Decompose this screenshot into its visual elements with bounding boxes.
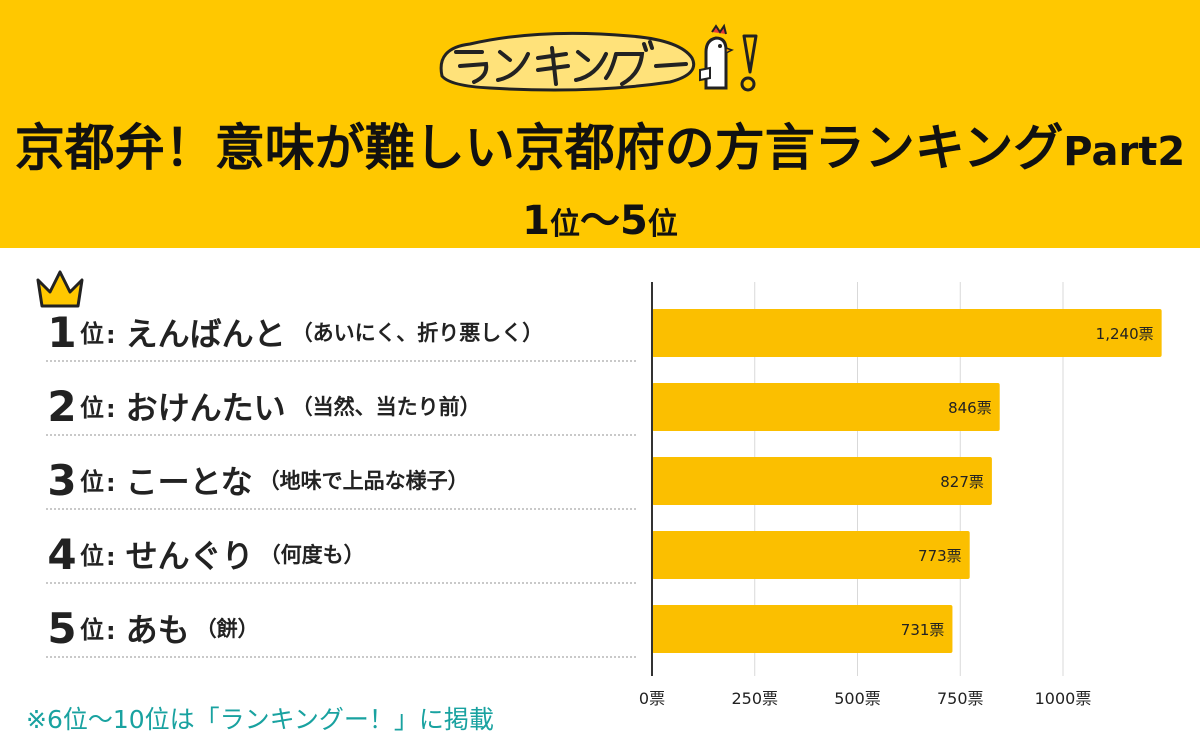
ranking-row-5: 5 位 : あも （餅） <box>46 600 636 658</box>
logo-graphic <box>439 23 758 92</box>
ranking-row-1: 1 位 : えんばんと （あいにく、折り悪しく） <box>46 304 636 362</box>
x-tick-label: 1000票 <box>1035 689 1092 708</box>
page-subtitle: 1位〜5位 <box>0 188 1200 246</box>
bar-1 <box>652 309 1162 357</box>
rank-meaning: （当然、当たり前） <box>291 395 481 419</box>
rank-word: えんばんと <box>125 315 286 353</box>
logo-letter-n2 <box>574 50 608 82</box>
rank-unit: 位 <box>80 616 104 644</box>
rank-word: あも <box>125 611 190 649</box>
rank-unit: 位 <box>80 542 104 570</box>
rank-unit: 位 <box>80 468 104 496</box>
ranking-row-3: 3 位 : こーとな （地味で上品な様子） <box>46 452 636 510</box>
ranking-row-2: 2 位 : おけんたい （当然、当たり前） <box>46 378 636 436</box>
bar-5 <box>652 605 953 653</box>
rank-word: おけんたい <box>125 389 286 427</box>
subtitle-from-unit: 位 <box>550 207 580 242</box>
logo-letter-ra <box>454 50 489 84</box>
logo-letter-gu <box>604 40 654 86</box>
rank-number: 5 <box>47 603 77 653</box>
rank-colon: : <box>106 543 116 571</box>
rank-meaning: （地味で上品な様子） <box>258 469 469 493</box>
footnote: ※6位〜10位は「ランキングー！」に掲載 <box>26 705 494 734</box>
x-tick-label: 0票 <box>639 689 665 708</box>
rank-word: こーとな <box>125 463 253 501</box>
crown-icon <box>32 266 88 312</box>
bar-4 <box>652 531 970 579</box>
rank-meaning: （何度も） <box>259 543 365 567</box>
x-tick-label: 500票 <box>834 689 881 708</box>
header-banner: 京都弁！意味が難しい京都府の方言ランキングPart2 1位〜5位 <box>0 0 1200 248</box>
logo-letter-ki <box>536 46 570 86</box>
rank-number: 2 <box>47 381 77 431</box>
rank-unit: 位 <box>80 394 104 422</box>
exclamation-icon <box>740 34 758 92</box>
ranking-goo-logo <box>430 18 770 98</box>
subtitle-to-unit: 位 <box>647 207 678 242</box>
bar-value-label: 731票 <box>901 621 945 639</box>
rank-colon: : <box>106 321 116 349</box>
rank-colon: : <box>106 469 116 497</box>
bar-value-label: 773票 <box>918 547 962 565</box>
logo-letter-n1 <box>496 50 530 82</box>
rank-number: 4 <box>47 529 77 579</box>
page-title: 京都弁！意味が難しい京都府の方言ランキングPart2 <box>0 108 1200 180</box>
rank-unit: 位 <box>80 320 104 348</box>
bar-value-label: 827票 <box>940 473 984 491</box>
title-part-text: Part2 <box>1063 129 1186 175</box>
title-main-text: 京都弁！意味が難しい京都府の方言ランキング <box>14 119 1064 177</box>
subtitle-to-num: 5 <box>620 198 648 244</box>
subtitle-separator: 〜 <box>580 198 620 244</box>
rank-meaning: （あいにく、折り悪しく） <box>291 321 544 345</box>
chicken-mascot-icon <box>699 23 734 90</box>
logo-letter-dash <box>654 62 688 68</box>
bar-3 <box>652 457 992 505</box>
subtitle-from-num: 1 <box>522 198 550 244</box>
rank-colon: : <box>106 617 116 645</box>
bar-2 <box>652 383 1000 431</box>
ranking-row-4: 4 位 : せんぐり （何度も） <box>46 526 636 584</box>
rank-number: 1 <box>47 307 77 357</box>
rank-meaning: （餅） <box>195 617 259 641</box>
bar-value-label: 846票 <box>948 399 992 417</box>
x-tick-label: 750票 <box>937 689 984 708</box>
rank-colon: : <box>106 395 116 423</box>
rank-number: 3 <box>47 455 77 505</box>
x-tick-label: 250票 <box>731 689 778 708</box>
bar-value-label: 1,240票 <box>1096 325 1154 343</box>
rank-word: せんぐり <box>125 537 254 575</box>
